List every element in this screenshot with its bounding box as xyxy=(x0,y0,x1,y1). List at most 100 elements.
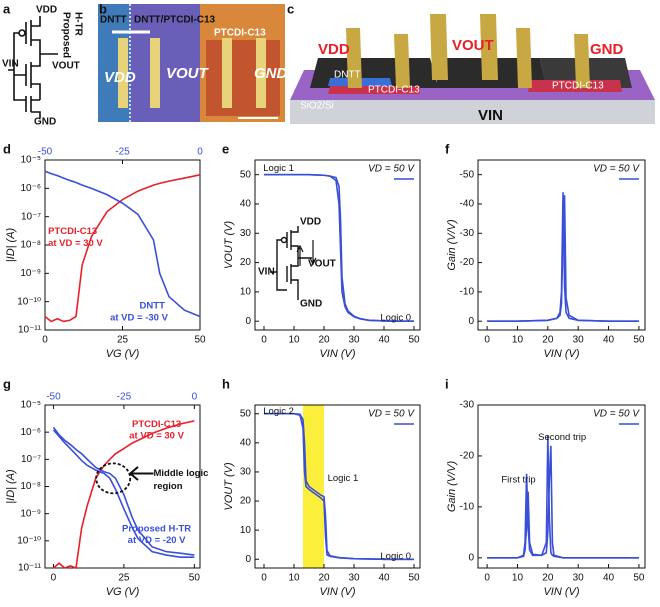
data-line xyxy=(264,173,414,323)
y-tick-label: -30 xyxy=(460,400,475,411)
data-line xyxy=(487,195,639,323)
y-tick-label: 10 xyxy=(240,287,252,298)
y-tick-label: 10⁻⁶ xyxy=(20,183,41,194)
y-tick-label: 40 xyxy=(240,199,252,210)
y-tick-label: 10⁻⁵ xyxy=(20,155,41,166)
y-tick-label: 0 xyxy=(468,316,474,327)
x-tick-label: 10 xyxy=(288,573,300,584)
y-tick-label: 10⁻⁸ xyxy=(20,240,41,251)
schematic-a xyxy=(8,16,58,118)
panel-letter: f xyxy=(445,141,450,156)
micrograph-label: DNTT/PTCDI-C13 xyxy=(134,15,216,26)
x2-tick-label: 0 xyxy=(197,147,203,158)
region-circle xyxy=(95,462,132,495)
legend-label: VD = 50 V xyxy=(368,164,415,175)
data-line xyxy=(264,412,414,561)
x-tick-label: 30 xyxy=(348,573,360,584)
schematic-title: H-TR xyxy=(72,12,83,37)
x-tick-label: 30 xyxy=(573,335,585,346)
plot-frame xyxy=(477,159,646,331)
region-arrow xyxy=(128,466,154,481)
annotation: at VD = -20 V xyxy=(128,535,186,546)
x-tick-label: 20 xyxy=(542,573,554,584)
x-tick-label: 20 xyxy=(318,335,330,346)
inset-label: VDD xyxy=(300,217,321,228)
y-tick-label: 10⁻⁶ xyxy=(20,427,41,438)
micrograph-label: DNTT xyxy=(100,15,127,26)
x-tick-label: 50 xyxy=(189,573,201,584)
annotation: Logic 0 xyxy=(380,551,411,562)
device-label: SiO2/Si xyxy=(300,101,334,112)
y-axis-label: Gain (V/V) xyxy=(446,219,458,271)
schematic-label: VOUT xyxy=(52,61,80,72)
y-tick-label: -10 xyxy=(460,287,475,298)
data-line xyxy=(487,445,639,559)
y-tick-label: 0 xyxy=(245,316,251,327)
x-axis-label: VIN (V) xyxy=(543,348,579,360)
x2-tick-label: -50 xyxy=(38,147,53,158)
y-tick-label: 10 xyxy=(240,525,252,536)
annotation: Logic 1 xyxy=(263,163,294,174)
annotation: Logic 2 xyxy=(263,406,294,417)
device-c xyxy=(290,14,655,124)
y-tick-label: 10⁻⁵ xyxy=(20,400,41,411)
x-tick-label: 40 xyxy=(603,573,615,584)
plot-frame xyxy=(254,159,421,331)
x-tick-label: 50 xyxy=(633,573,645,584)
y-tick-label: -20 xyxy=(460,451,475,462)
y-tick-label: -50 xyxy=(460,169,475,180)
x-tick-label: 30 xyxy=(348,335,360,346)
y-tick-label: 50 xyxy=(240,408,252,419)
micrograph-label: VDD xyxy=(104,69,136,86)
device-label: PTCDI-C13 xyxy=(368,85,420,96)
y-tick-label: 10⁻⁹ xyxy=(20,268,41,279)
data-line xyxy=(44,170,201,318)
y-tick-label: -20 xyxy=(460,257,475,268)
x-tick-label: 25 xyxy=(117,335,129,346)
data-line xyxy=(487,435,639,559)
x-tick-label: 0 xyxy=(261,573,267,584)
x-tick-label: 0 xyxy=(261,335,267,346)
x-tick-label: 40 xyxy=(378,573,390,584)
x-tick-label: 10 xyxy=(512,573,524,584)
x-tick-label: 40 xyxy=(603,335,615,346)
annotation: PTCDI-C13 xyxy=(132,419,181,430)
annotation: Middle logic xyxy=(154,468,209,479)
panel-letter: b xyxy=(99,1,107,16)
annotation: Proposed H-TR xyxy=(122,523,191,534)
x2-tick-label: -50 xyxy=(46,392,61,403)
y-tick-label: 10⁻¹¹ xyxy=(18,563,42,574)
x-axis-label: VIN (V) xyxy=(319,348,355,360)
x-tick-label: 0 xyxy=(51,573,57,584)
annotation: Logic 0 xyxy=(380,313,411,324)
y-tick-label: -40 xyxy=(460,199,475,210)
schematic-title: Proposed xyxy=(60,12,71,58)
device-label: DNTT xyxy=(334,70,361,81)
highlight-region xyxy=(303,405,324,568)
y-tick-label: 10⁻⁷ xyxy=(21,454,41,465)
device-label: VOUT xyxy=(452,37,494,54)
x-tick-label: 25 xyxy=(118,573,130,584)
legend-label: VD = 50 V xyxy=(593,164,640,175)
panel-letter: e xyxy=(222,141,229,156)
y-tick-label: 10⁻⁷ xyxy=(21,211,41,222)
y-axis-label: |ID| (A) xyxy=(5,227,17,262)
inset-label: VIN xyxy=(258,267,275,278)
y-tick-label: 30 xyxy=(240,467,252,478)
y-axis-label: VOUT (V) xyxy=(223,221,235,270)
x-axis-label: VG (V) xyxy=(106,348,140,360)
legend-label: VD = 50 V xyxy=(593,409,640,420)
y-axis-label: |ID| (A) xyxy=(5,469,17,504)
annotation: at VD = -30 V xyxy=(110,313,168,324)
x2-tick-label: -25 xyxy=(117,392,132,403)
y-tick-label: 0 xyxy=(468,552,474,563)
y-tick-label: 10⁻⁹ xyxy=(20,508,41,519)
y-tick-label: 10⁻⁸ xyxy=(20,481,41,492)
panel-letter: g xyxy=(3,376,11,391)
x-tick-label: 10 xyxy=(512,335,524,346)
device-label: VIN xyxy=(478,107,503,124)
x-axis-label: VG (V) xyxy=(106,586,140,598)
plot-frame xyxy=(477,404,646,569)
panel-letter: i xyxy=(445,376,449,391)
